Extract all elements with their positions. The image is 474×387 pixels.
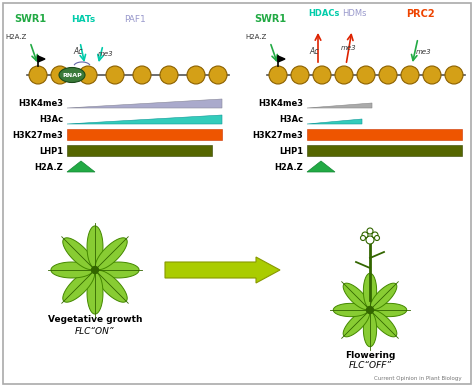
Text: H2A.Z: H2A.Z — [274, 163, 303, 171]
Circle shape — [313, 66, 331, 84]
Text: Flowering: Flowering — [345, 351, 395, 360]
Circle shape — [106, 66, 124, 84]
Bar — [307, 145, 462, 156]
Polygon shape — [307, 161, 335, 172]
Text: HDACs: HDACs — [308, 10, 340, 19]
Circle shape — [269, 66, 287, 84]
Circle shape — [445, 66, 463, 84]
Polygon shape — [370, 283, 397, 310]
Text: H3K4me3: H3K4me3 — [258, 99, 303, 108]
FancyArrow shape — [165, 257, 280, 283]
Bar — [67, 129, 222, 140]
Polygon shape — [38, 56, 45, 62]
Text: HATs: HATs — [71, 14, 95, 24]
Bar — [307, 129, 462, 140]
Text: FLC“ON”: FLC“ON” — [75, 327, 115, 336]
Polygon shape — [364, 273, 377, 308]
Circle shape — [366, 236, 374, 244]
Polygon shape — [307, 119, 362, 124]
Polygon shape — [87, 272, 103, 314]
Circle shape — [357, 66, 375, 84]
Circle shape — [79, 66, 97, 84]
Polygon shape — [87, 226, 103, 268]
Polygon shape — [67, 161, 95, 172]
Circle shape — [51, 66, 69, 84]
Polygon shape — [278, 56, 285, 62]
Text: PRC2: PRC2 — [406, 9, 434, 19]
Circle shape — [291, 66, 309, 84]
Text: SWR1: SWR1 — [14, 14, 46, 24]
Text: H3K27me3: H3K27me3 — [12, 130, 63, 139]
Text: me3: me3 — [416, 49, 432, 55]
Circle shape — [372, 232, 378, 238]
Circle shape — [362, 232, 368, 238]
Circle shape — [423, 66, 441, 84]
Text: H3Ac: H3Ac — [39, 115, 63, 123]
Polygon shape — [63, 238, 94, 270]
FancyBboxPatch shape — [3, 3, 471, 384]
Polygon shape — [95, 238, 127, 270]
Text: RNAP: RNAP — [62, 73, 82, 78]
Polygon shape — [51, 262, 93, 278]
Circle shape — [133, 66, 151, 84]
Polygon shape — [372, 303, 407, 317]
Polygon shape — [97, 262, 139, 278]
Circle shape — [209, 66, 227, 84]
Polygon shape — [95, 271, 127, 302]
Circle shape — [361, 236, 365, 240]
Polygon shape — [333, 303, 368, 317]
Text: Ac: Ac — [73, 46, 83, 55]
Polygon shape — [364, 312, 377, 347]
Text: Current Opinion in Plant Biology: Current Opinion in Plant Biology — [374, 376, 462, 381]
Text: Ac: Ac — [309, 48, 319, 57]
Text: me3: me3 — [98, 51, 114, 57]
Polygon shape — [67, 115, 222, 124]
Polygon shape — [307, 103, 372, 108]
Text: H3K27me3: H3K27me3 — [252, 130, 303, 139]
Circle shape — [187, 66, 205, 84]
Ellipse shape — [59, 67, 85, 82]
Text: LHP1: LHP1 — [39, 147, 63, 156]
Circle shape — [160, 66, 178, 84]
Text: Vegetative growth: Vegetative growth — [48, 315, 142, 325]
Circle shape — [29, 66, 47, 84]
Circle shape — [379, 66, 397, 84]
Circle shape — [366, 307, 374, 313]
Polygon shape — [63, 271, 94, 302]
Bar — [67, 145, 212, 156]
Text: H3K4me3: H3K4me3 — [18, 99, 63, 108]
Circle shape — [367, 228, 373, 234]
Text: SWR1: SWR1 — [254, 14, 286, 24]
Text: PAF1: PAF1 — [124, 14, 146, 24]
Polygon shape — [343, 283, 370, 310]
Polygon shape — [67, 99, 222, 108]
Text: H2A.Z: H2A.Z — [34, 163, 63, 171]
Circle shape — [335, 66, 353, 84]
Text: FLC“OFF”: FLC“OFF” — [348, 361, 392, 370]
Text: HDMs: HDMs — [342, 10, 366, 19]
Circle shape — [374, 236, 380, 240]
Circle shape — [401, 66, 419, 84]
Polygon shape — [370, 310, 397, 337]
Text: H2A.Z: H2A.Z — [5, 34, 27, 40]
Text: H3Ac: H3Ac — [279, 115, 303, 123]
Text: LHP1: LHP1 — [279, 147, 303, 156]
Text: H2A.Z: H2A.Z — [246, 34, 267, 40]
Polygon shape — [343, 310, 370, 337]
Text: me3: me3 — [341, 45, 357, 51]
Circle shape — [91, 267, 99, 274]
